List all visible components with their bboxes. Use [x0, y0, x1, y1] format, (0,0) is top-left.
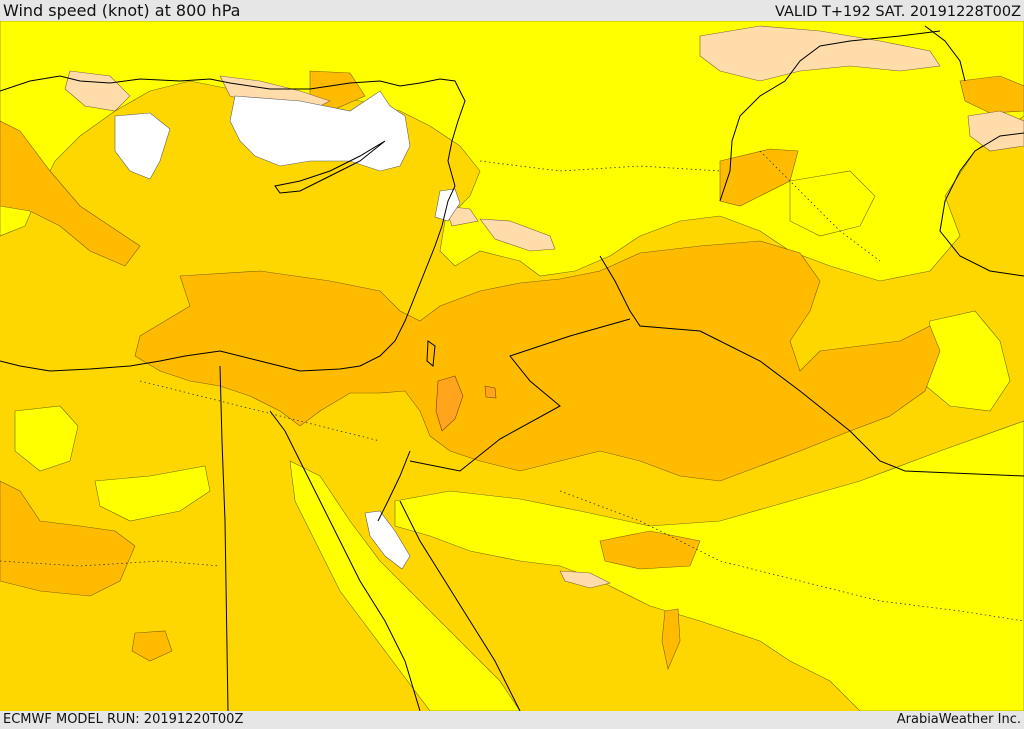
amber-south-patch — [131, 630, 173, 662]
persian-gulf-coast — [939, 132, 1024, 277]
amber-yemen-patch — [661, 608, 681, 670]
field-orange-regions — [435, 375, 497, 432]
orange-small-core — [484, 385, 497, 399]
model-run-label: ECMWF MODEL RUN: 20191220T00Z — [3, 712, 244, 727]
amber-north-east-patch — [959, 75, 1024, 114]
yellow-south-band — [394, 420, 1024, 711]
white-aegean-region — [114, 112, 171, 180]
map-footer: ECMWF MODEL RUN: 20191220T00Z ArabiaWeat… — [0, 711, 1024, 729]
field-white-regions — [114, 90, 461, 570]
peach-syria-patch — [479, 218, 556, 252]
amber-libya-patch — [0, 480, 136, 597]
sinai-east-coast — [377, 450, 411, 522]
yellow-sinai-patch — [94, 465, 211, 522]
caspian-coast — [924, 25, 966, 82]
cyprus-outline — [274, 140, 386, 194]
amber-west-band — [0, 120, 141, 267]
map-boundaries — [0, 25, 1024, 711]
field-amber-regions — [0, 70, 1024, 670]
yellow-red-sea-strip — [289, 460, 521, 711]
orange-jordan-core — [435, 375, 464, 432]
yellow-west-patch — [14, 405, 79, 472]
syria-iraq-border — [599, 255, 1024, 477]
map-header: Wind speed (knot) at 800 hPa VALID T+192… — [0, 0, 1024, 21]
white-gulf-of-suez — [364, 510, 411, 570]
iraq-iran-border — [719, 30, 941, 202]
peach-saudi-streak — [559, 570, 611, 589]
amber-saudi-patch — [599, 530, 701, 570]
levant-coastline — [0, 185, 456, 372]
internal-borders — [0, 150, 1024, 622]
credit-label: ArabiaWeather Inc. — [896, 712, 1021, 727]
white-cyprus-region — [229, 90, 411, 172]
egypt-libya-border — [219, 365, 229, 711]
peach-northeast-patch — [967, 110, 1024, 152]
dead-sea — [426, 340, 436, 367]
amber-east-med-band — [134, 240, 941, 482]
peach-caucasus-patch — [699, 25, 941, 82]
yellow-iran-patch — [789, 170, 876, 237]
anatolia-south-coast — [0, 75, 466, 187]
amber-iraq-patch — [719, 148, 799, 207]
red-sea-east-coast — [399, 500, 521, 711]
wind-speed-map — [0, 21, 1024, 711]
sinai-west-coast — [269, 410, 421, 711]
dotted-border-4 — [559, 490, 1024, 622]
wind-speed-field — [0, 21, 1024, 711]
valid-time-label: VALID T+192 SAT. 20191228T00Z — [775, 4, 1021, 20]
dotted-border-5 — [759, 150, 881, 262]
jordan-saudi-border — [409, 318, 631, 472]
map-title: Wind speed (knot) at 800 hPa — [3, 1, 241, 20]
dotted-border-2 — [0, 560, 221, 567]
dotted-border-1 — [139, 380, 381, 442]
